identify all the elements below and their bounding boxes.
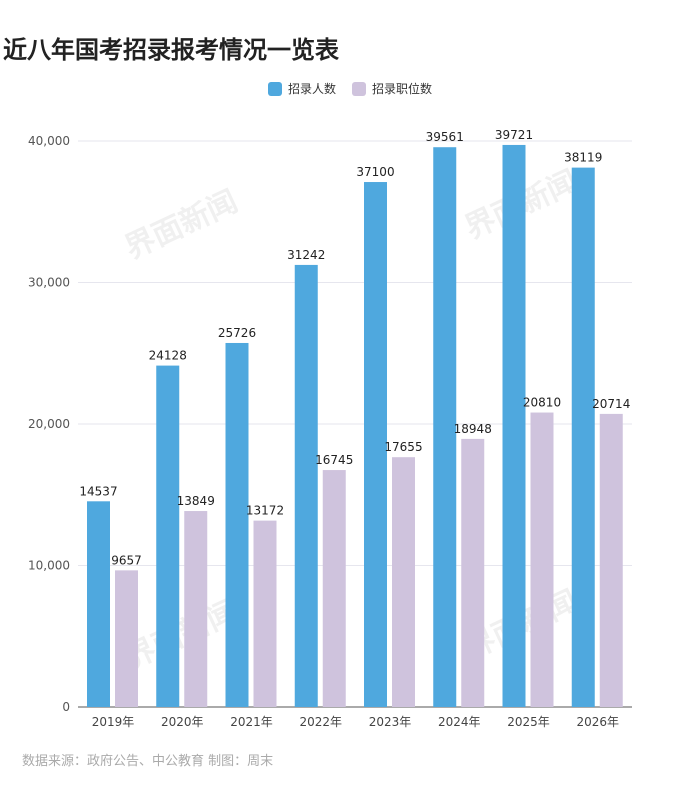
data-label: 25726: [218, 326, 256, 340]
bar-recruits: [294, 264, 318, 707]
bar-positions: [184, 511, 208, 707]
legend-label: 招录人数: [288, 82, 337, 96]
data-label: 16745: [315, 453, 353, 467]
data-label: 13172: [246, 504, 284, 518]
data-label: 37100: [356, 165, 394, 179]
y-tick-label: 30,000: [28, 276, 70, 290]
bar-positions: [530, 412, 554, 707]
data-label: 14537: [79, 484, 117, 498]
bar-recruits: [225, 342, 249, 707]
y-tick-label: 40,000: [28, 134, 70, 148]
x-tick-label: 2023年: [369, 715, 412, 729]
legend-swatch: [352, 81, 367, 96]
data-label: 13849: [177, 494, 215, 508]
bar-recruits: [571, 167, 595, 707]
data-label: 39721: [495, 128, 533, 142]
bar-positions: [115, 570, 138, 707]
chart-title: 近八年国考招录报考情况一览表: [3, 36, 339, 64]
y-tick-label: 0: [62, 700, 70, 714]
legend: 招录人数 招录职位数: [268, 80, 432, 97]
data-label: 20810: [523, 396, 561, 410]
data-label: 18948: [454, 422, 492, 436]
bar-positions: [322, 470, 346, 707]
bar-positions: [599, 413, 623, 707]
x-tick-label: 2022年: [299, 715, 342, 729]
bar-recruits: [433, 147, 457, 707]
x-tick-label: 2024年: [438, 715, 481, 729]
bar-recruits: [87, 501, 110, 707]
data-label: 24128: [149, 349, 187, 363]
bar-recruits: [156, 365, 180, 707]
bar-positions: [392, 457, 415, 707]
data-label: 17655: [384, 440, 422, 454]
legend-item-recruits[interactable]: 招录人数: [268, 80, 336, 97]
legend-label: 招录职位数: [372, 82, 433, 96]
data-label: 38119: [564, 151, 602, 165]
bar-positions: [253, 520, 277, 707]
data-label: 39561: [426, 130, 464, 144]
data-label: 31242: [287, 248, 325, 262]
bar-recruits: [364, 182, 387, 707]
legend-swatch: [268, 81, 282, 96]
bar-recruits: [502, 144, 526, 707]
y-tick-label: 10,000: [28, 559, 70, 573]
y-tick-label: 20,000: [28, 417, 70, 431]
bar-positions: [461, 438, 485, 707]
x-tick-label: 2021年: [230, 715, 273, 729]
x-tick-label: 2020年: [161, 715, 204, 729]
legend-item-positions[interactable]: 招录职位数: [352, 80, 432, 97]
x-tick-label: 2025年: [507, 715, 550, 729]
x-tick-label: 2019年: [92, 715, 135, 729]
source-note: 数据来源：政府公告、中公教育 制图：周末: [22, 754, 274, 769]
data-label: 9657: [111, 553, 142, 567]
data-label: 20714: [592, 397, 630, 411]
x-tick-label: 2026年: [576, 715, 619, 729]
